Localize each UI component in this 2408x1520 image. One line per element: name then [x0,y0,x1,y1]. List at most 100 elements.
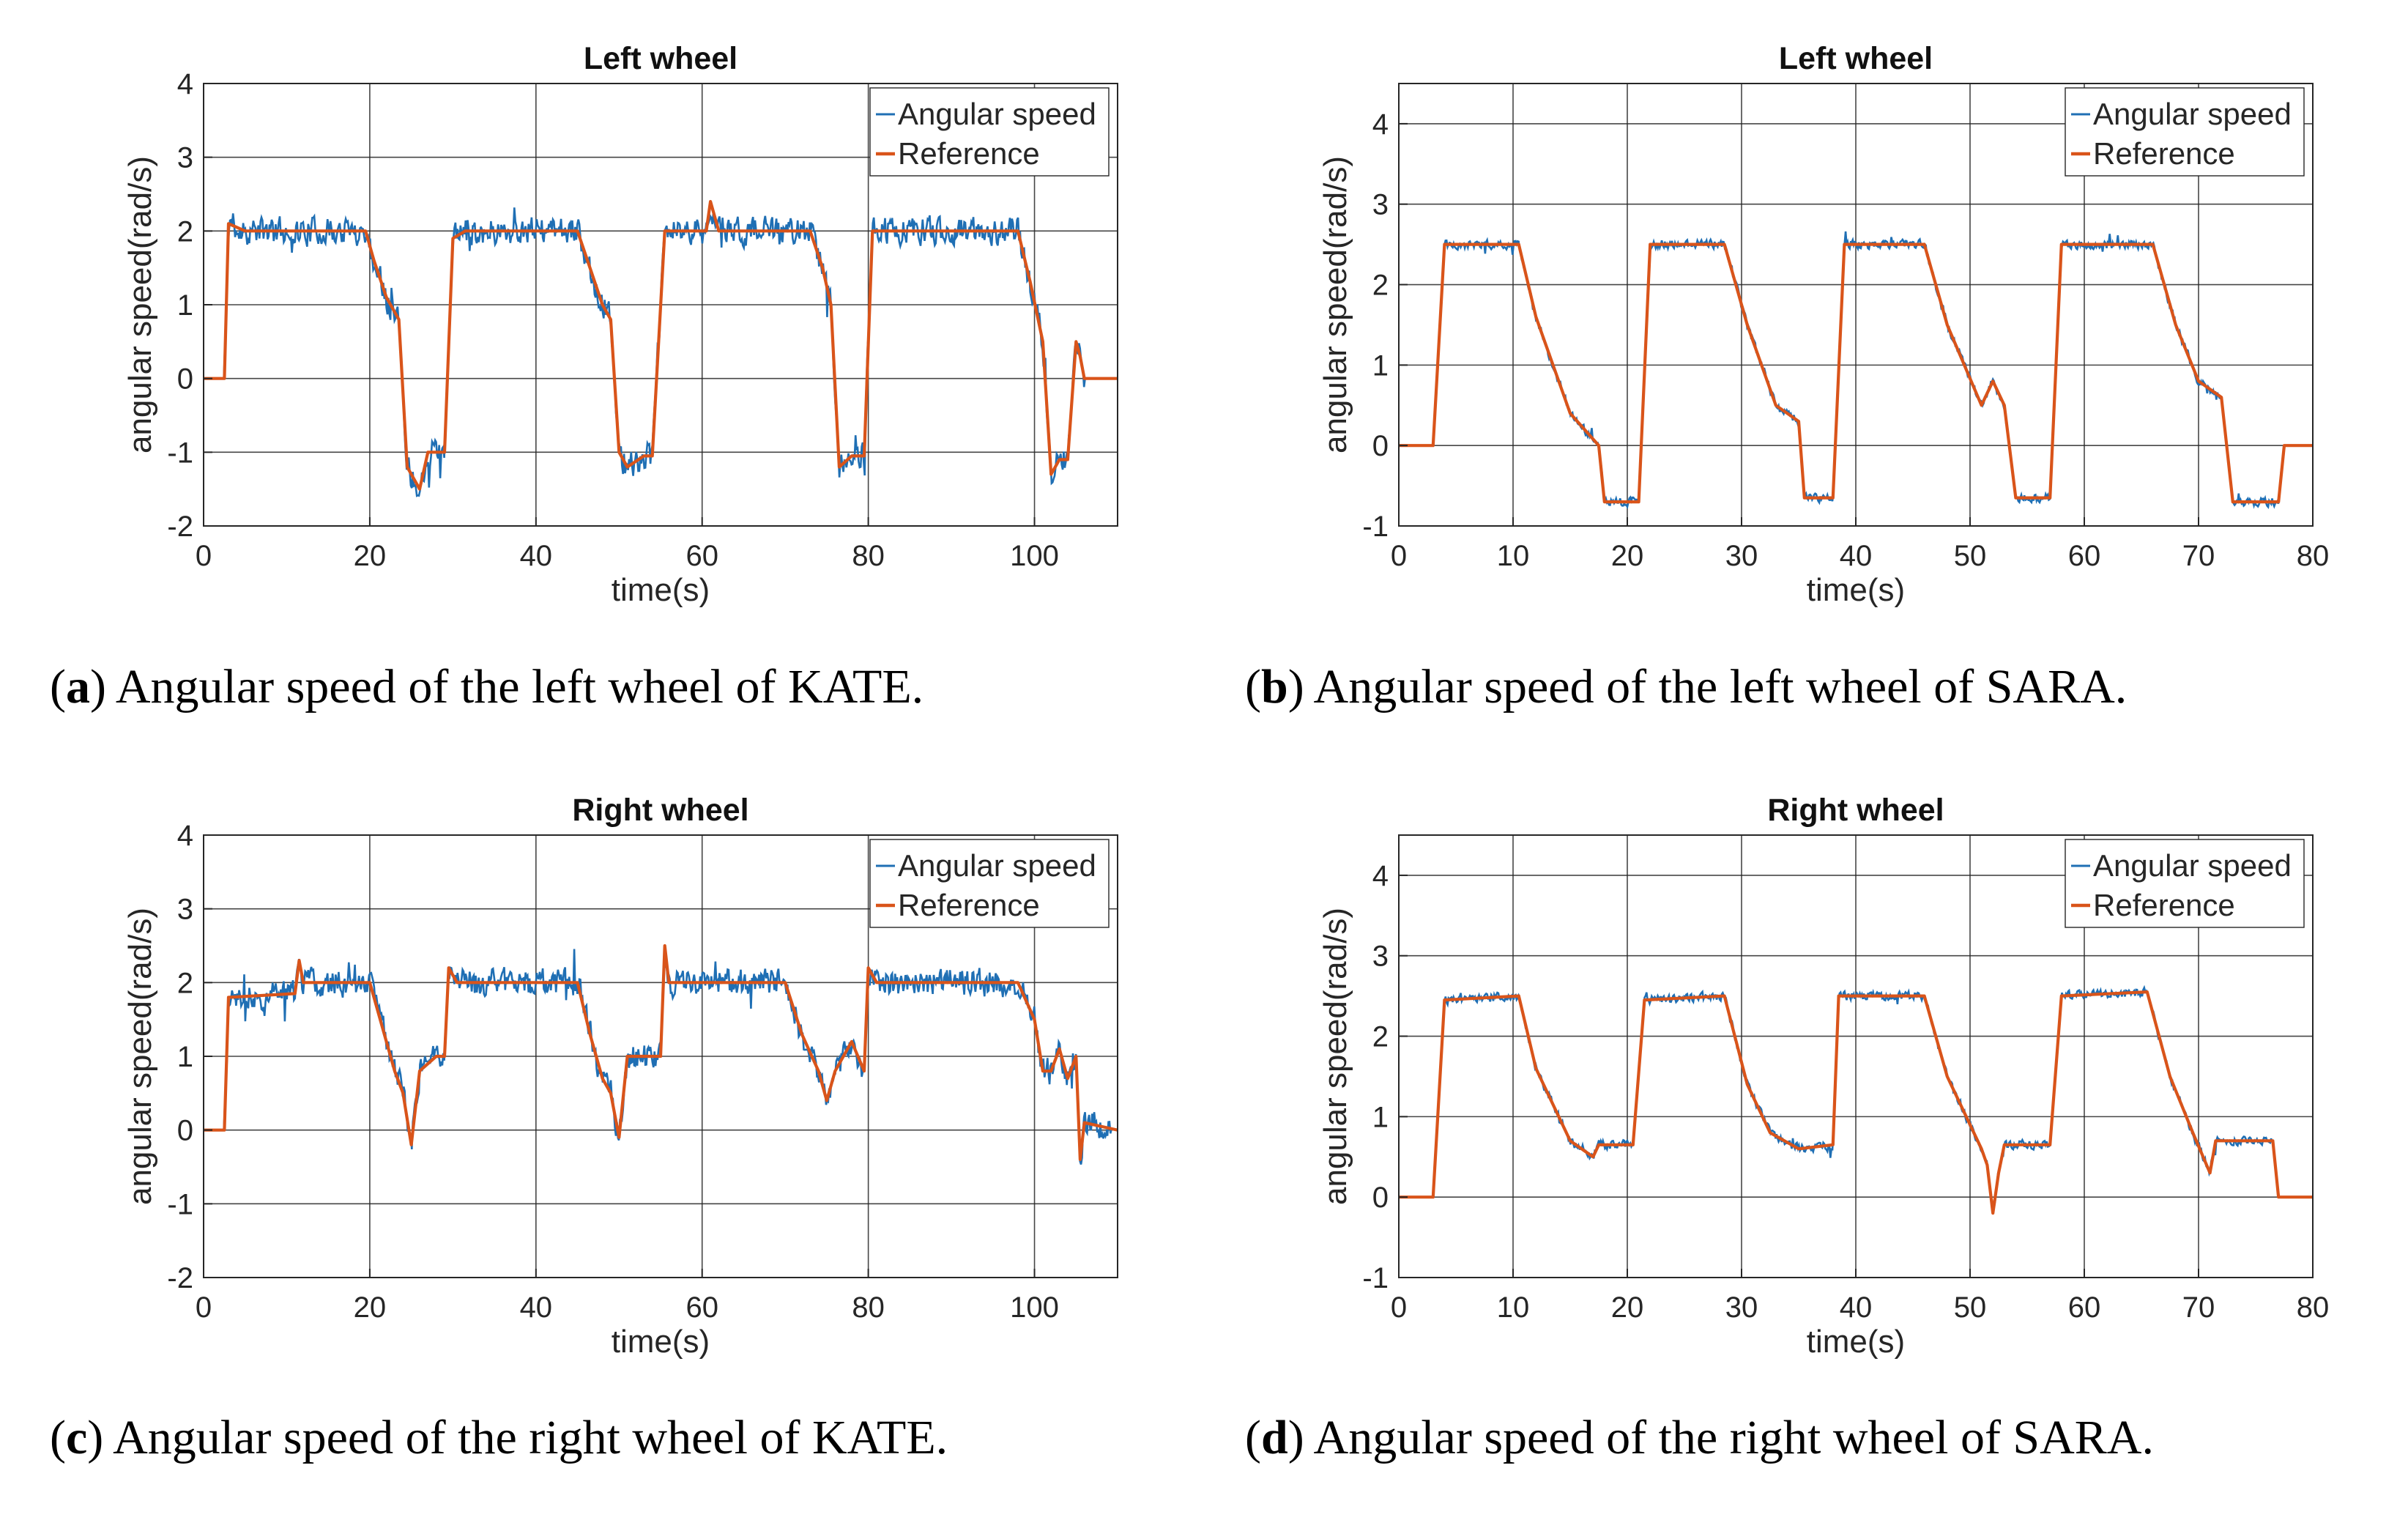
x-tick-label: 30 [1725,540,1758,572]
y-axis-label: angular speed(rad/s) [1318,156,1353,453]
caption-text: Angular speed of the left wheel of SARA. [1304,660,2128,713]
series-line-reference [1399,242,2313,504]
chart-c: 0 20 40 60 80 100 -2 -1 0 1 2 3 4 Right wheel time(s) a… [122,793,1118,1360]
y-tick-label: 0 [1372,1182,1389,1214]
caption-letter: d [1260,1411,1288,1464]
x-tick-label: 50 [1954,540,1987,572]
legend: Angular speed Reference [2065,839,2305,928]
x-tick-label: 80 [852,1291,885,1324]
x-tick-label: 70 [2182,540,2215,572]
caption-letter: a [65,660,90,713]
y-tick-label: 1 [177,1041,193,1073]
x-tick-label: 0 [196,1291,212,1324]
x-tick-label: 50 [1954,1291,1987,1324]
y-axis-label: angular speed(rad/s) [122,908,158,1205]
y-tick-label: -1 [167,1188,193,1220]
x-tick-label: 40 [1840,540,1873,572]
caption-text: Angular speed of the right wheel of KATE… [103,1411,948,1464]
x-tick-label: 40 [1840,1291,1873,1324]
caption-letter: c [65,1411,88,1464]
x-tick-label: 60 [2068,540,2101,572]
x-tick-label: 60 [685,540,718,572]
legend-box [869,87,1110,177]
caption-a: (a) Angular speed of the left wheel of K… [50,660,924,713]
y-tick-label: -1 [167,437,193,469]
x-tick-label: 0 [196,540,212,572]
y-tick-label: 0 [177,1115,193,1147]
x-tick-label: 20 [1611,540,1644,572]
caption-d: (d) Angular speed of the right wheel of … [1245,1411,2154,1464]
legend-label-reference: Reference [898,136,1040,171]
chart-title: Left wheel [1779,41,1933,76]
y-tick-label: -2 [167,1262,193,1294]
legend-box [2065,839,2305,928]
legend: Angular speed Reference [869,87,1110,177]
y-tick-label: 4 [177,68,193,100]
x-tick-label: 30 [1725,1291,1758,1324]
x-tick-label: 20 [1611,1291,1644,1324]
y-tick-label: 0 [177,363,193,396]
x-tick-label: 0 [1391,540,1407,572]
y-tick-label: 4 [177,820,193,852]
y-tick-label: 2 [177,967,193,999]
y-tick-label: 3 [1372,941,1389,973]
caption-b: (b) Angular speed of the left wheel of S… [1245,660,2128,713]
caption-text: Angular speed of the left wheel of KATE. [105,660,924,713]
y-tick-label: -1 [1362,511,1389,543]
legend-label-angular-speed: Angular speed [898,97,1096,131]
x-tick-label: 100 [1010,540,1059,572]
x-tick-label: 100 [1010,1291,1059,1324]
y-tick-label: 0 [1372,430,1389,462]
caption-text: Angular speed of the right wheel of SARA… [1304,1411,2154,1464]
x-tick-label: 10 [1497,540,1530,572]
caption-c: (c) Angular speed of the right wheel of … [50,1411,948,1464]
y-tick-label: 2 [177,215,193,248]
y-tick-label: 3 [177,894,193,926]
y-tick-label: -1 [1362,1262,1389,1294]
x-tick-label: 0 [1391,1291,1407,1324]
y-tick-label: 1 [1372,1101,1389,1133]
y-tick-label: 1 [1372,349,1389,382]
legend-label-reference: Reference [2093,136,2235,171]
x-axis-label: time(s) [1807,1324,1905,1360]
y-tick-label: 4 [1372,108,1389,141]
chart-a: 0 20 40 60 80 100 -2 -1 0 1 2 3 4 Left wheel time(s) an… [122,41,1118,608]
y-tick-label: -2 [167,511,193,543]
y-tick-label: 2 [1372,1021,1389,1053]
legend: Angular speed Reference [2065,87,2305,177]
chart-title: Left wheel [584,41,737,76]
x-axis-label: time(s) [612,1324,710,1360]
y-tick-label: 3 [1372,189,1389,221]
x-axis-label: time(s) [1807,572,1905,608]
x-tick-label: 60 [2068,1291,2101,1324]
y-tick-label: 3 [177,142,193,174]
series-line-reference [204,200,1118,491]
x-axis-label: time(s) [612,572,710,608]
legend-box [2065,87,2305,177]
x-tick-label: 20 [354,540,387,572]
legend-label-reference: Reference [898,888,1040,922]
y-tick-label: 2 [1372,270,1389,302]
y-axis-label: angular speed(rad/s) [1318,908,1353,1205]
caption-letter: b [1260,660,1288,713]
x-tick-label: 80 [2297,1291,2330,1324]
legend-label-angular-speed: Angular speed [2093,848,2292,883]
legend-label-angular-speed: Angular speed [898,848,1096,883]
x-tick-label: 40 [520,1291,553,1324]
x-tick-label: 70 [2182,1291,2215,1324]
y-tick-label: 4 [1372,860,1389,892]
y-axis-label: angular speed(rad/s) [122,156,158,453]
chart-title: Right wheel [1767,793,1944,828]
series-line-reference [204,943,1118,1161]
x-tick-label: 20 [354,1291,387,1324]
legend-label-reference: Reference [2093,888,2235,922]
x-tick-label: 10 [1497,1291,1530,1324]
legend: Angular speed Reference [869,839,1110,928]
legend-box [869,839,1110,928]
y-tick-label: 1 [177,289,193,322]
legend-label-angular-speed: Angular speed [2093,97,2292,131]
